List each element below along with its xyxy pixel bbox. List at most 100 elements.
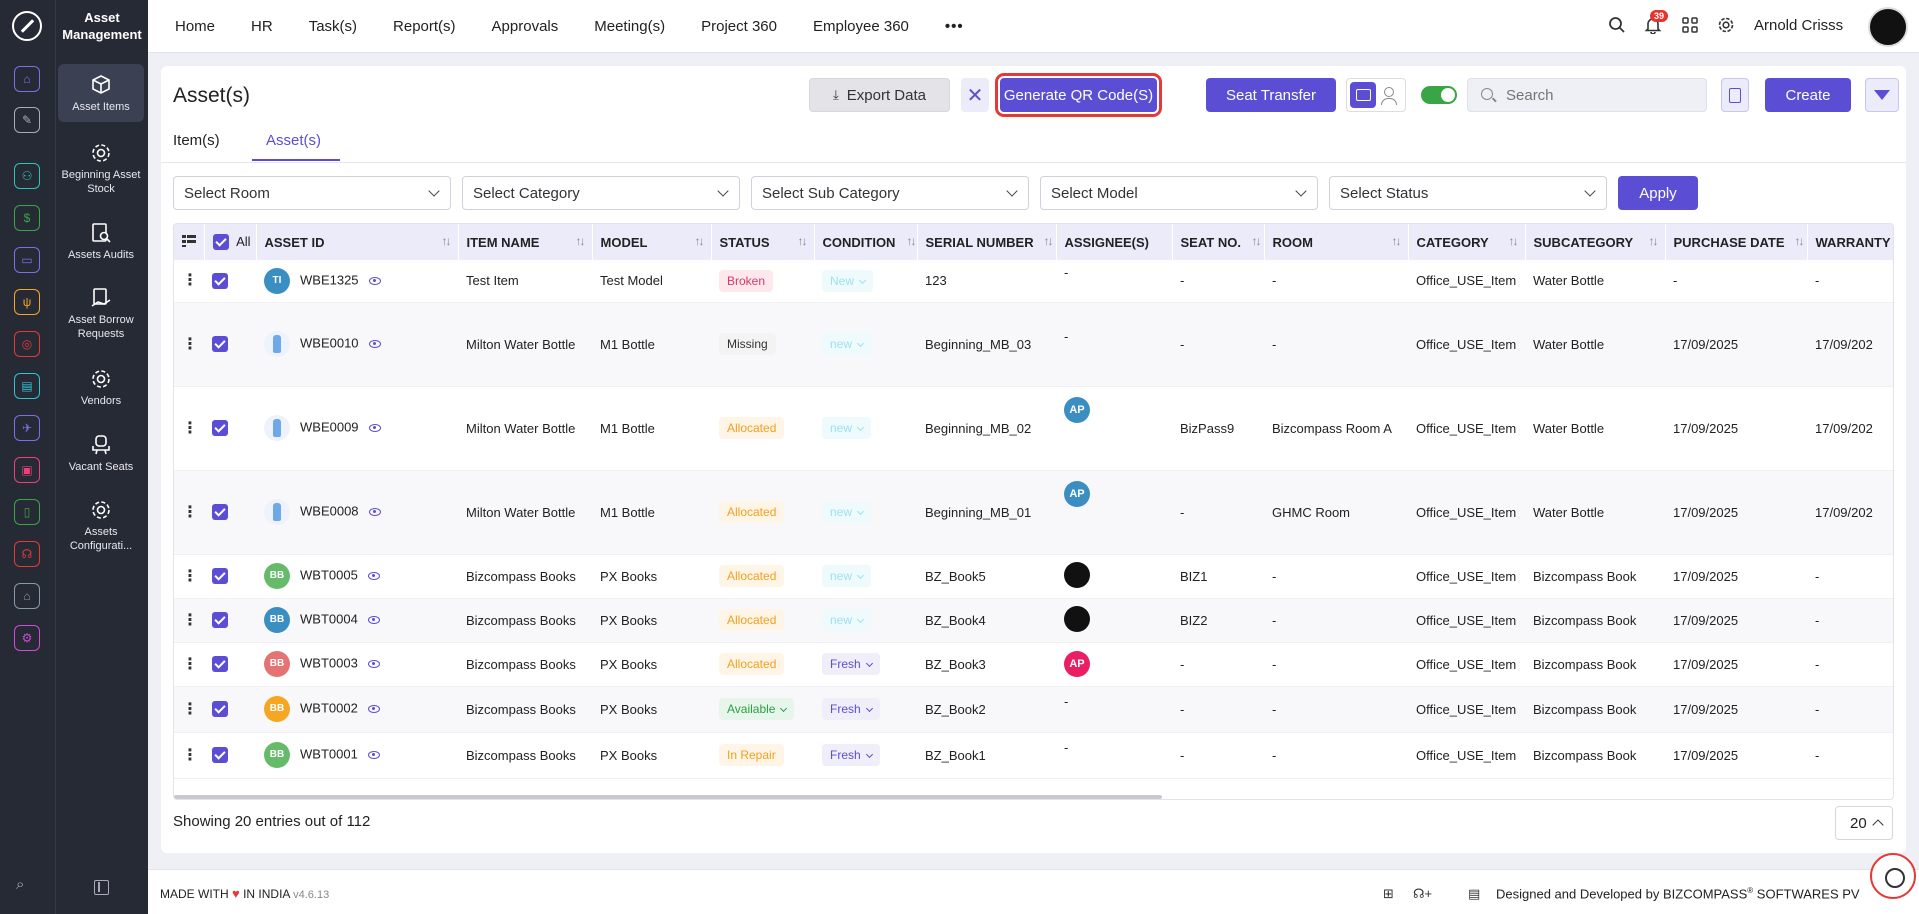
condition-select[interactable]: Fresh: [822, 653, 880, 675]
nav-employee-360[interactable]: Employee 360: [813, 18, 909, 35]
sort-icon[interactable]: ↑↓: [575, 234, 586, 248]
row-checkbox[interactable]: [212, 568, 228, 585]
row-menu-icon[interactable]: ⋮: [182, 419, 198, 437]
asset-id[interactable]: WBT0004: [300, 611, 358, 627]
sort-icon[interactable]: ↑↓: [1794, 234, 1805, 248]
search-rail-icon[interactable]: ⌕: [16, 876, 25, 893]
model-select[interactable]: Select Model: [1040, 176, 1318, 210]
horizontal-scrollbar[interactable]: [174, 795, 1162, 799]
apps-grid-icon[interactable]: [1682, 17, 1698, 38]
condition-select[interactable]: New: [822, 269, 874, 292]
clear-selection-button[interactable]: ✕: [961, 78, 989, 112]
asset-id[interactable]: WBT0003: [300, 655, 358, 671]
assignee-avatar[interactable]: AP: [1064, 480, 1090, 507]
sidebar-item-asset-borrow-requests[interactable]: Asset Borrow Requests: [58, 287, 144, 341]
status-badge[interactable]: Allocated: [719, 565, 785, 587]
search-input[interactable]: [1467, 78, 1707, 112]
table-row[interactable]: ⋮ BB WBT0003 Bizcompass Books PX Books Alloca…: [174, 642, 1893, 687]
calendar-icon[interactable]: ▤: [14, 373, 40, 399]
col-warranty[interactable]: WARRANTY: [1807, 224, 1893, 260]
briefcase-icon[interactable]: ▭: [14, 247, 40, 273]
col-room[interactable]: ROOM ↑↓: [1264, 224, 1409, 260]
sidebar-item-beginning-asset-stock[interactable]: Beginning Asset Stock: [58, 142, 144, 196]
sort-icon[interactable]: ↑↓: [694, 234, 705, 248]
sort-icon[interactable]: ↑↓: [906, 234, 917, 248]
page-size-select[interactable]: 20: [1835, 806, 1893, 840]
eye-icon[interactable]: [367, 751, 380, 759]
settings-rail-icon[interactable]: ⚙: [14, 625, 40, 651]
sort-icon[interactable]: ↑↓: [1391, 234, 1402, 248]
sidebar-item-vacant-seats[interactable]: Vacant Seats: [58, 434, 144, 474]
condition-select[interactable]: new: [822, 333, 872, 355]
col-assignees[interactable]: ASSIGNEE(S): [1056, 224, 1173, 260]
eye-icon[interactable]: [368, 424, 381, 432]
row-checkbox[interactable]: [212, 504, 228, 521]
sort-icon[interactable]: ↑↓: [1251, 234, 1262, 248]
create-button[interactable]: Create: [1765, 78, 1851, 112]
asset-id[interactable]: WBE0010: [300, 335, 359, 351]
nav-home[interactable]: Home: [175, 18, 216, 35]
eye-icon[interactable]: [367, 616, 380, 624]
category-select[interactable]: Select Category: [462, 176, 740, 210]
asset-id[interactable]: WBE0008: [300, 503, 359, 519]
col-serial-number[interactable]: SERIAL NUMBER ↑↓: [917, 224, 1057, 260]
assignee-photo[interactable]: [1064, 561, 1090, 588]
row-checkbox[interactable]: [212, 701, 228, 718]
condition-select[interactable]: new: [822, 501, 872, 523]
eye-icon[interactable]: [367, 572, 380, 580]
asset-view-icon[interactable]: [1350, 82, 1376, 108]
sidebar-item-asset-items[interactable]: Asset Items: [58, 64, 144, 122]
condition-select[interactable]: new: [822, 417, 872, 439]
filter-button[interactable]: [1865, 78, 1899, 112]
user-avatar[interactable]: [1868, 7, 1908, 47]
nav-project-360[interactable]: Project 360: [701, 18, 777, 35]
status-badge[interactable]: In Repair: [719, 744, 784, 766]
row-menu-icon[interactable]: ⋮: [182, 655, 198, 673]
eye-icon[interactable]: [368, 508, 381, 516]
eye-icon[interactable]: [368, 340, 381, 348]
status-badge[interactable]: Available: [719, 698, 795, 720]
asset-id[interactable]: WBT0001: [300, 746, 358, 762]
row-menu-icon[interactable]: ⋮: [182, 611, 198, 629]
asset-id[interactable]: WBE0009: [300, 419, 359, 435]
table-row[interactable]: ⋮ TI WBE1325 Test Item Test Model Broken New 12…: [174, 260, 1893, 303]
timer-icon[interactable]: [1870, 853, 1916, 899]
sidebar-item-assets-audits[interactable]: Assets Audits: [58, 222, 144, 262]
row-checkbox[interactable]: [212, 273, 228, 290]
status-select[interactable]: Select Status: [1329, 176, 1607, 210]
eye-icon[interactable]: [367, 705, 380, 713]
search-icon[interactable]: [1608, 16, 1626, 39]
eye-icon[interactable]: [368, 276, 381, 285]
table-row[interactable]: ⋮ WBE0010 Milton Water Bottle M1 Bottle Miss…: [174, 302, 1893, 387]
row-checkbox[interactable]: [212, 612, 228, 629]
sidebar-collapse-icon[interactable]: [94, 880, 109, 895]
status-badge[interactable]: Allocated: [719, 417, 785, 439]
support-icon[interactable]: ☊: [14, 541, 40, 567]
tab-items[interactable]: Item(s): [173, 132, 220, 149]
import-file-button[interactable]: [1721, 78, 1749, 112]
nav-approvals[interactable]: Approvals: [491, 18, 559, 35]
nav-reports[interactable]: Report(s): [393, 18, 456, 35]
sub-category-select[interactable]: Select Sub Category: [751, 176, 1029, 210]
row-menu-icon[interactable]: ⋮: [182, 700, 198, 718]
select-all[interactable]: All: [204, 224, 257, 260]
headset-icon[interactable]: ☊+: [1413, 886, 1433, 901]
sort-icon[interactable]: ↑↓: [1043, 234, 1054, 248]
windows-icon[interactable]: ⊞: [1383, 886, 1394, 901]
row-checkbox[interactable]: [212, 420, 228, 437]
table-row[interactable]: ⋮ WBE0008 Milton Water Bottle M1 Bottle Allo…: [174, 470, 1893, 555]
row-checkbox[interactable]: [212, 336, 228, 353]
col-category[interactable]: CATEGORY ↑↓: [1408, 224, 1526, 260]
sort-icon[interactable]: ↑↓: [1648, 234, 1659, 248]
target-icon[interactable]: ◎: [14, 331, 40, 357]
assignee-avatar[interactable]: AP: [1064, 651, 1090, 677]
home-icon[interactable]: ⌂: [14, 66, 40, 92]
status-badge[interactable]: Allocated: [719, 609, 785, 631]
col-status[interactable]: STATUS ↑↓: [711, 224, 815, 260]
sort-icon[interactable]: ↑↓: [441, 234, 452, 248]
sort-icon[interactable]: ↑↓: [1508, 234, 1519, 248]
row-menu-icon[interactable]: ⋮: [182, 272, 198, 290]
status-badge[interactable]: Allocated: [719, 501, 785, 523]
select-all-checkbox[interactable]: [212, 234, 229, 251]
table-row[interactable]: ⋮ WBE0009 Milton Water Bottle M1 Bottle Allo…: [174, 386, 1893, 471]
